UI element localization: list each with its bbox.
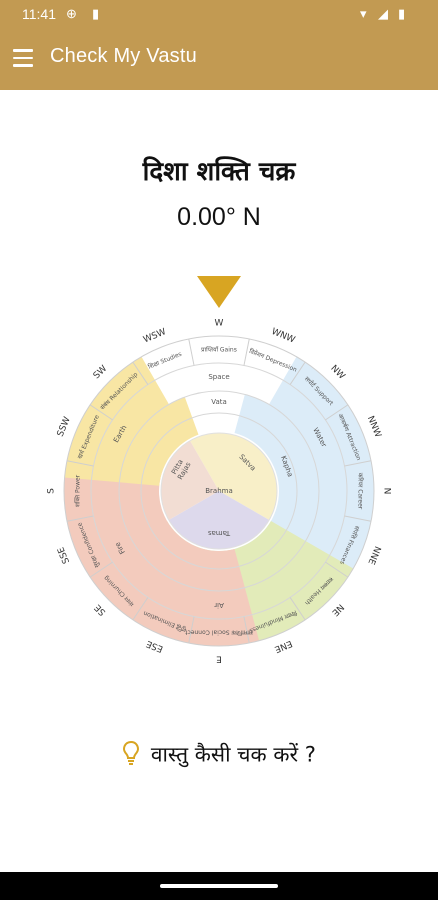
app-bar: Check My Vastu — [0, 28, 438, 90]
app-title: Check My Vastu — [50, 45, 197, 67]
sim-icon: ▮ — [92, 6, 100, 21]
direction-label-wnw: WNW — [270, 327, 297, 346]
zone-divider — [89, 561, 113, 578]
zone-divider — [289, 597, 306, 621]
zone-label: करियर Career — [357, 473, 365, 510]
system-nav-bar — [0, 872, 438, 900]
zone-divider — [243, 338, 250, 366]
hamburger-menu-icon[interactable] — [13, 49, 33, 67]
vastu-chakra-wheel[interactable]: W WNW NW NNW N NNE NE ENE E ESE SE SSE S SSW SW WSW प्रा… — [44, 316, 394, 666]
direction-label-ene: ENE — [273, 638, 294, 654]
direction-label-ese: ESE — [145, 638, 165, 654]
mid-ring-line — [90, 362, 348, 620]
direction-label-nne: NNE — [365, 544, 382, 566]
inner-ring-line — [118, 390, 320, 592]
direction-label-ssw: SSW — [56, 416, 73, 439]
zone-divider — [66, 460, 94, 467]
guna-label-brahma: Brahma — [205, 487, 233, 495]
direction-label-sw: SW — [92, 364, 109, 381]
zone-label: सामाजिक Social Connect — [184, 629, 252, 637]
zone-divider — [344, 460, 372, 467]
zone-divider — [132, 597, 149, 621]
signal-icon: ◢ — [378, 6, 388, 21]
status-time: 11:41 — [22, 6, 56, 22]
zone-divider — [132, 361, 149, 385]
zone-divider — [289, 361, 306, 385]
guna-ring-line — [160, 432, 278, 550]
guna-label-tamas: Tamas — [208, 529, 232, 537]
vata-ring-line — [140, 412, 298, 570]
wifi-icon: ▾ — [360, 6, 367, 21]
satva-sector — [190, 433, 219, 491]
zone-divider — [188, 338, 195, 366]
zone-divider — [325, 404, 349, 421]
zone-divider — [66, 515, 94, 522]
direction-label-sse: SSE — [56, 545, 72, 565]
element-label-vata: Vata — [211, 398, 227, 406]
compass-reading: 0.00° N — [177, 203, 261, 231]
direction-label-s: S — [47, 488, 57, 494]
direction-label-se: SE — [93, 602, 108, 617]
how-to-check-link[interactable]: वास्तु कैसी चक करें ? — [0, 740, 438, 771]
direction-label-nnw: NNW — [365, 415, 383, 440]
direction-label-ne: NE — [329, 602, 345, 618]
element-label-air: Air — [214, 601, 224, 609]
lightbulb-icon — [122, 740, 140, 771]
tamas-sector — [168, 491, 270, 549]
direction-label-n: N — [382, 488, 392, 495]
zone-label: प्राप्तियाँ Gains — [201, 346, 237, 354]
zone-divider — [188, 616, 195, 644]
zone-divider — [325, 561, 349, 578]
satva-sector-2 — [219, 433, 277, 520]
zone-divider — [243, 616, 250, 644]
direction-label-nw: NW — [328, 363, 346, 381]
outer-ring-line — [63, 335, 375, 647]
status-bar: 11:41 ⊕ ▮ ▾ ◢ ▮ — [0, 0, 438, 28]
direction-label-e: E — [216, 654, 222, 664]
zone-divider — [344, 515, 372, 522]
page-heading: दिशा शक्ति चक्र — [142, 157, 296, 187]
direction-label-wsw: WSW — [142, 327, 168, 345]
zone-label: शक्ति Power — [74, 474, 82, 507]
rajas-sector — [160, 440, 219, 520]
direction-label-w: W — [215, 319, 224, 329]
vpn-icon: ⊕ — [66, 6, 77, 21]
tip-text: वास्तु कैसी चक करें ? — [150, 742, 316, 767]
space-zone — [141, 336, 297, 405]
home-gesture-bar[interactable] — [160, 884, 278, 888]
direction-pointer-icon — [197, 276, 241, 308]
zone-divider — [89, 404, 113, 421]
battery-icon: ▮ — [398, 6, 406, 21]
element-label-space: Space — [208, 373, 229, 381]
